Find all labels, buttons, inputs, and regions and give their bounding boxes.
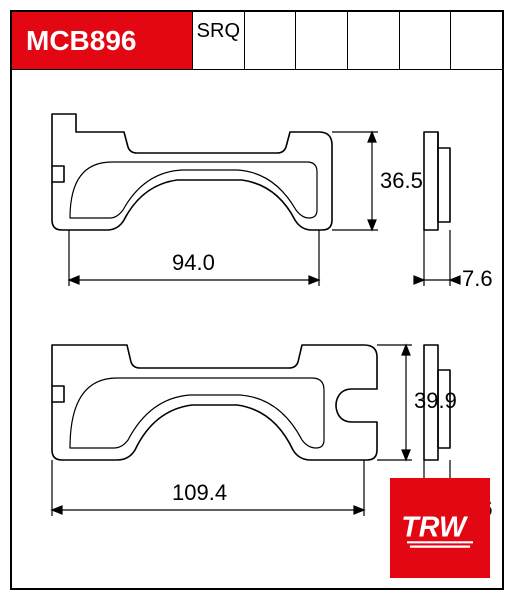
trw-logo-svg: TRW <box>397 503 483 553</box>
header-cell-1 <box>244 12 296 69</box>
technical-diagram: 36.5 94.0 7.6 39.9 109.4 7.6 TRW <box>12 70 502 590</box>
header-row: MCB896 SRQ <box>12 12 502 70</box>
dim-top-thick: 7.6 <box>462 266 493 292</box>
diagram-frame: MCB896 SRQ <box>10 10 504 590</box>
header-cell-0: SRQ <box>192 12 244 69</box>
top-pad-outline <box>52 114 332 230</box>
dim-top-height: 36.5 <box>380 168 423 194</box>
header-cells: SRQ <box>192 12 502 69</box>
header-cell-5 <box>450 12 502 69</box>
header-cell-2 <box>295 12 347 69</box>
bottom-pad-notch <box>52 386 64 402</box>
top-pad-side <box>424 132 450 230</box>
product-code: MCB896 <box>26 25 136 57</box>
top-pad-friction <box>70 162 317 218</box>
bottom-pad-outline <box>52 345 377 460</box>
product-code-box: MCB896 <box>12 12 192 69</box>
dim-bot-width: 109.4 <box>172 480 227 506</box>
header-cell-4 <box>399 12 451 69</box>
header-cell-3 <box>347 12 399 69</box>
top-pad-notch <box>52 166 64 182</box>
trw-logo: TRW <box>390 478 490 578</box>
dim-top-width: 94.0 <box>172 250 215 276</box>
cell-label: SRQ <box>197 20 240 43</box>
svg-text:TRW: TRW <box>401 512 469 544</box>
dim-bot-height: 39.9 <box>414 388 457 414</box>
